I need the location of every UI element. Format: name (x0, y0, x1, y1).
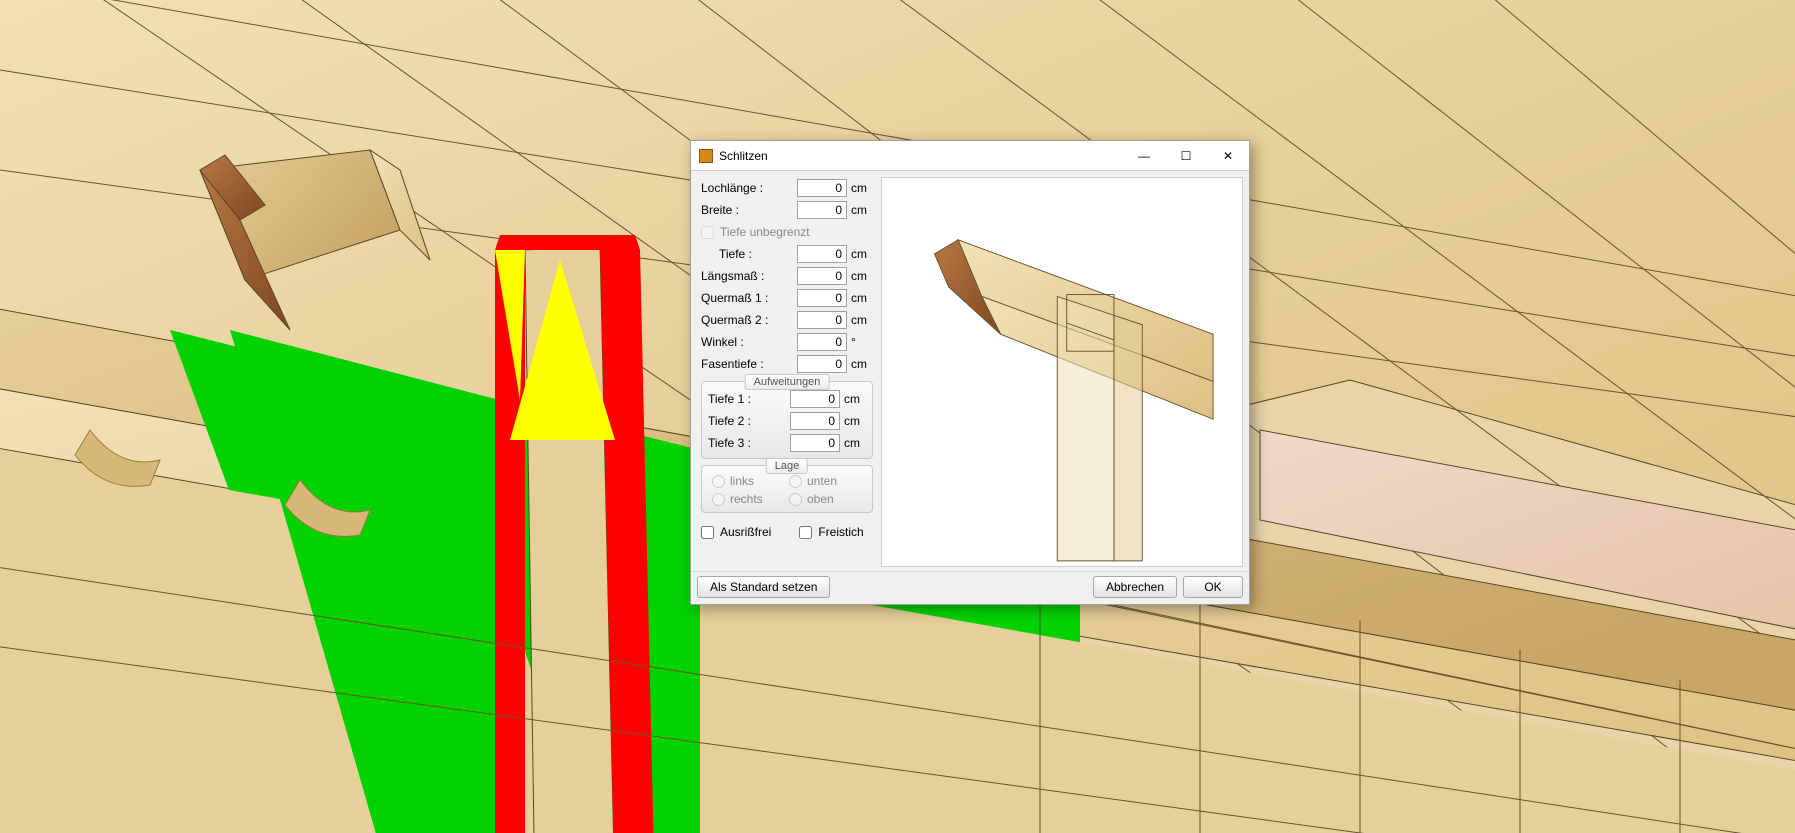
selected-post[interactable] (470, 235, 655, 833)
field2-unit-2: cm (851, 291, 873, 305)
lage-legend: Lage (766, 458, 808, 474)
lage-radio-links (712, 475, 725, 488)
field2-label-0: Tiefe : (701, 247, 797, 261)
field2-input-1[interactable] (797, 267, 847, 285)
aufweitungen-legend: Aufweitungen (745, 374, 830, 390)
lage-radio-oben (789, 493, 802, 506)
maximize-button[interactable]: ☐ (1165, 141, 1207, 171)
parameters-panel: Lochlänge : cm Breite : cm Tiefe unbegrenzt… (691, 171, 881, 571)
lage-group: Lage linksuntenrechtsoben (701, 465, 873, 513)
close-button[interactable]: ✕ (1207, 141, 1249, 171)
field2-unit-4: ° (851, 335, 873, 349)
lage-label-rechts: rechts (730, 492, 763, 506)
field2-unit-1: cm (851, 269, 873, 283)
preview-panel (881, 177, 1243, 567)
aufw-input-0[interactable] (790, 390, 840, 408)
aufw-unit-1: cm (844, 414, 866, 428)
field-label-0: Lochlänge : (701, 181, 797, 195)
ok-button[interactable]: OK (1183, 576, 1243, 598)
preview-illustration (892, 182, 1232, 562)
set-as-standard-button[interactable]: Als Standard setzen (697, 576, 830, 598)
titlebar[interactable]: Schlitzen — ☐ ✕ (691, 141, 1249, 171)
field2-input-4[interactable] (797, 333, 847, 351)
aufw-label-0: Tiefe 1 : (708, 392, 790, 406)
field2-input-2[interactable] (797, 289, 847, 307)
dialog-title: Schlitzen (719, 149, 768, 163)
aufw-unit-0: cm (844, 392, 866, 406)
aufw-input-1[interactable] (790, 412, 840, 430)
lage-label-unten: unten (807, 474, 837, 488)
check-label-Freistich: Freistich (818, 525, 863, 539)
field2-label-5: Fasentiefe : (701, 357, 797, 371)
field-input-1[interactable] (797, 201, 847, 219)
field2-label-1: Längsmaß : (701, 269, 797, 283)
field2-label-3: Quermaß 2 : (701, 313, 797, 327)
field-unit-0: cm (851, 181, 873, 195)
aufw-unit-2: cm (844, 436, 866, 450)
field-unit-1: cm (851, 203, 873, 217)
minimize-button[interactable]: — (1123, 141, 1165, 171)
dialog-footer: Als Standard setzen Abbrechen OK (691, 571, 1249, 604)
lage-radio-rechts (712, 493, 725, 506)
cancel-button[interactable]: Abbrechen (1093, 576, 1177, 598)
schlitzen-dialog: Schlitzen — ☐ ✕ Lochlänge : cm Breite : cm … (690, 140, 1250, 605)
aufw-input-2[interactable] (790, 434, 840, 452)
check-Ausrißfrei[interactable] (701, 526, 714, 539)
check-label-Ausrißfrei: Ausrißfrei (720, 525, 771, 539)
lage-label-links: links (730, 474, 754, 488)
field2-input-3[interactable] (797, 311, 847, 329)
field2-label-2: Quermaß 1 : (701, 291, 797, 305)
tiefe-unbegrenzt-checkbox (701, 226, 714, 239)
field2-unit-3: cm (851, 313, 873, 327)
aufw-label-2: Tiefe 3 : (708, 436, 790, 450)
aufw-label-1: Tiefe 2 : (708, 414, 790, 428)
field2-unit-0: cm (851, 247, 873, 261)
tiefe-unbegrenzt-label: Tiefe unbegrenzt (720, 225, 810, 239)
field-input-0[interactable] (797, 179, 847, 197)
lage-label-oben: oben (807, 492, 834, 506)
aufweitungen-group: Aufweitungen Tiefe 1 :cmTiefe 2 :cmTiefe… (701, 381, 873, 459)
field-label-1: Breite : (701, 203, 797, 217)
lage-radio-unten (789, 475, 802, 488)
tiefe-unbegrenzt-check: Tiefe unbegrenzt (701, 221, 873, 243)
field2-label-4: Winkel : (701, 335, 797, 349)
field2-unit-5: cm (851, 357, 873, 371)
field2-input-5[interactable] (797, 355, 847, 373)
app-icon (699, 149, 713, 163)
field2-input-0[interactable] (797, 245, 847, 263)
check-Freistich[interactable] (799, 526, 812, 539)
